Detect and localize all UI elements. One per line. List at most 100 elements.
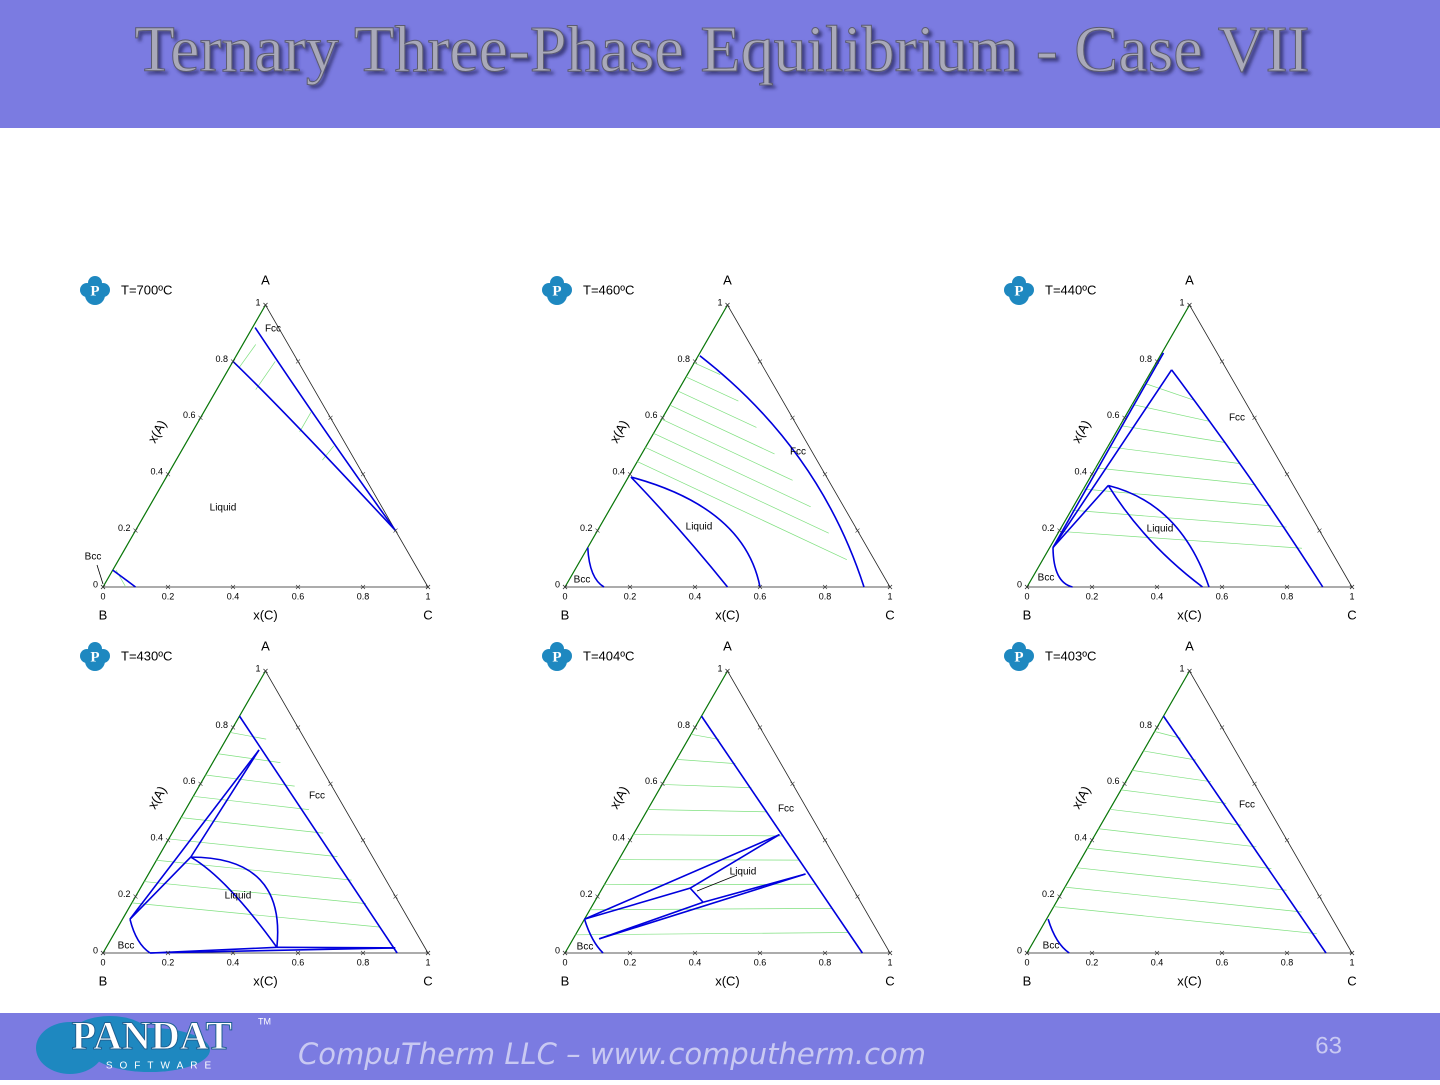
corner-label: C bbox=[885, 607, 894, 622]
tie-line bbox=[670, 405, 775, 454]
corner-label: B bbox=[99, 973, 108, 988]
tie-line bbox=[1108, 447, 1240, 464]
bottom-tick-label: 0.8 bbox=[357, 591, 370, 601]
tick-mark bbox=[1253, 416, 1257, 420]
bottom-tick-label: 1 bbox=[887, 591, 892, 601]
tie-line bbox=[677, 759, 736, 763]
corner-label: C bbox=[1347, 973, 1356, 988]
left-tick-label: 0.4 bbox=[1074, 833, 1087, 843]
tie-line bbox=[662, 784, 751, 787]
bottom-tick-label: 0.6 bbox=[1216, 957, 1229, 967]
tie-line bbox=[206, 775, 295, 786]
phase-boundary bbox=[690, 888, 703, 902]
triangle-frame bbox=[565, 305, 890, 587]
tick-mark bbox=[856, 895, 860, 899]
bottom-tick-label: 0.4 bbox=[689, 591, 702, 601]
phase-label: Bcc bbox=[577, 942, 594, 953]
bottom-tick-label: 0.6 bbox=[292, 957, 305, 967]
tick-mark bbox=[758, 359, 762, 363]
tick-mark bbox=[394, 895, 398, 899]
edge-tie-line bbox=[103, 305, 266, 587]
tick-mark bbox=[199, 782, 203, 786]
tie-line bbox=[654, 433, 811, 506]
axis-title: x(C) bbox=[715, 607, 740, 622]
tick-mark bbox=[661, 416, 665, 420]
phase-boundary bbox=[1164, 716, 1327, 953]
left-tick-label: 1 bbox=[1179, 297, 1184, 307]
bottom-tick-label: 0.6 bbox=[754, 591, 767, 601]
tie-line bbox=[1076, 868, 1286, 891]
tie-line bbox=[1110, 809, 1241, 825]
bottom-tick-label: 0 bbox=[1024, 957, 1029, 967]
axis-title: x(C) bbox=[253, 973, 278, 988]
left-tick-label: 0.2 bbox=[118, 523, 131, 533]
trademark: TM bbox=[258, 1016, 271, 1026]
left-tick-label: 0 bbox=[555, 945, 560, 955]
tick-mark bbox=[134, 895, 138, 899]
bottom-tick-label: 1 bbox=[425, 957, 430, 967]
left-tick-label: 0 bbox=[555, 579, 560, 589]
temperature-label: T=403ºC bbox=[1045, 648, 1096, 663]
edge-tie-line bbox=[1027, 305, 1190, 587]
corner-label: C bbox=[423, 607, 432, 622]
tick-mark bbox=[1188, 303, 1192, 307]
bottom-tick-label: 0.8 bbox=[357, 957, 370, 967]
tick-mark bbox=[1285, 472, 1289, 476]
tick-mark bbox=[1220, 725, 1224, 729]
phase-boundary bbox=[703, 874, 805, 902]
left-tick-label: 0.4 bbox=[150, 833, 163, 843]
left-tick-label: 0.2 bbox=[118, 889, 131, 899]
bottom-tick-label: 0.4 bbox=[689, 957, 702, 967]
tick-mark bbox=[361, 472, 365, 476]
left-tick-label: 0.6 bbox=[645, 776, 658, 786]
corner-label: A bbox=[723, 272, 732, 287]
phase-label: Fcc bbox=[309, 791, 325, 802]
bottom-tick-label: 0.8 bbox=[1281, 591, 1294, 601]
bottom-tick-label: 0.4 bbox=[1151, 957, 1164, 967]
tick-mark bbox=[1058, 895, 1062, 899]
phase-label: Liquid bbox=[730, 867, 757, 878]
temperature-label: T=700ºC bbox=[121, 282, 172, 297]
tick-mark bbox=[726, 303, 730, 307]
tick-mark bbox=[329, 782, 333, 786]
phase-label: Fcc bbox=[778, 804, 794, 815]
bottom-tick-label: 0.2 bbox=[624, 957, 637, 967]
tick-mark bbox=[1090, 838, 1094, 842]
left-tick-label: 1 bbox=[717, 663, 722, 673]
tick-mark bbox=[628, 472, 632, 476]
logo-letter: P bbox=[90, 283, 99, 299]
phase-boundary bbox=[599, 902, 703, 939]
left-tick-label: 0.6 bbox=[183, 410, 196, 420]
left-tick-label: 0.4 bbox=[612, 467, 625, 477]
edge-tie-line bbox=[1027, 671, 1190, 953]
phase-label: Bcc bbox=[1038, 573, 1055, 584]
left-tick-label: 0.6 bbox=[1107, 410, 1120, 420]
tick-mark bbox=[1318, 895, 1322, 899]
tick-mark bbox=[791, 416, 795, 420]
corner-label: B bbox=[561, 607, 570, 622]
tick-mark bbox=[1123, 782, 1127, 786]
phase-boundary bbox=[191, 750, 259, 857]
triangle-frame bbox=[103, 671, 428, 953]
logo-letter: P bbox=[1014, 649, 1023, 665]
phase-label: Liquid bbox=[225, 891, 252, 902]
logo-subtext: SOFTWARE bbox=[106, 1061, 218, 1072]
bottom-tick-label: 0.6 bbox=[292, 591, 305, 601]
phase-boundary bbox=[150, 948, 395, 953]
tick-mark bbox=[361, 838, 365, 842]
bottom-tick-label: 0 bbox=[100, 957, 105, 967]
axis-title: x(C) bbox=[1177, 973, 1202, 988]
left-tick-label: 0.8 bbox=[677, 354, 690, 364]
tie-line bbox=[633, 835, 783, 836]
bottom-tick-label: 0.2 bbox=[162, 591, 175, 601]
tick-mark bbox=[199, 416, 203, 420]
left-tick-label: 0.4 bbox=[612, 833, 625, 843]
tick-mark bbox=[166, 838, 170, 842]
tie-line bbox=[1121, 790, 1226, 804]
tick-mark bbox=[1090, 472, 1094, 476]
left-tick-label: 1 bbox=[255, 297, 260, 307]
